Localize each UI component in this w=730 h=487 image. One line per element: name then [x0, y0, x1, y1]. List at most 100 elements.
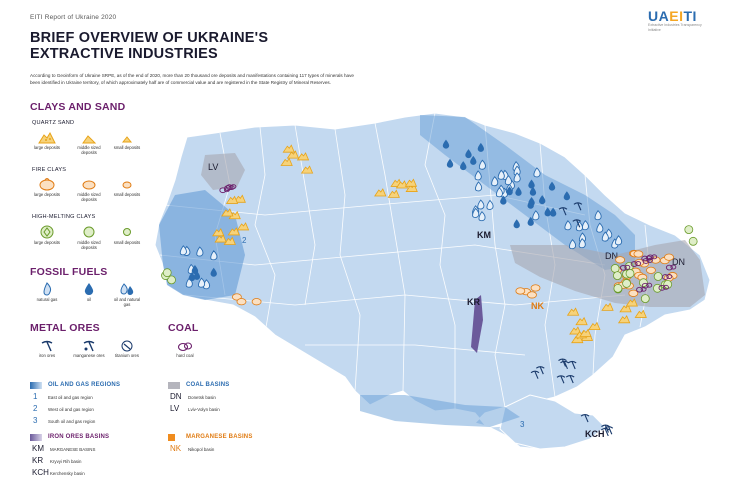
- map-label-dn-east: DN: [672, 257, 685, 267]
- map-label-dn: DN: [605, 251, 618, 261]
- droplet-icon: [506, 186, 513, 196]
- quartz-sand-heading: QUARTZ SAND: [32, 120, 75, 126]
- coal-icon: [619, 264, 631, 271]
- flame-icon: [594, 210, 602, 221]
- quartz-sand-large: large deposits: [30, 130, 64, 150]
- flame-icon: [491, 176, 499, 187]
- droplet-icon: [527, 216, 534, 226]
- flame-icon: [478, 159, 486, 170]
- sand-pile-small-icon: [121, 136, 133, 143]
- pickaxe-icon: [601, 424, 610, 433]
- high-melting-clays-small: small deposits: [110, 224, 144, 245]
- fire-clay-icon: [615, 256, 626, 264]
- fire-clay-icon: [515, 287, 526, 295]
- quartz-sand-middle: middle sized deposits: [72, 130, 106, 155]
- droplet-icon: [513, 219, 520, 229]
- high-melting-clay-icon: [684, 225, 694, 235]
- flame-icon: [596, 222, 604, 233]
- coal-desc-lv: Lviv-Volyn basin: [188, 407, 220, 412]
- coal-icon: [661, 274, 673, 280]
- sand-pile-icon: [212, 227, 225, 237]
- high-melting-clay-icon: [653, 272, 663, 281]
- droplet-icon: [465, 149, 472, 159]
- high-melting-clay-large-icon: [40, 225, 54, 239]
- droplet-icon: [446, 158, 454, 168]
- pickaxe-icon: [567, 360, 577, 370]
- high-melting-clay-icon: [640, 294, 650, 303]
- sand-pile-icon: [233, 194, 246, 203]
- high-melting-clay-icon: [622, 279, 631, 288]
- crimea-territory: [499, 394, 606, 450]
- map-label-kr: KR: [467, 297, 480, 307]
- hard-coal-legend: hard coal: [168, 340, 202, 358]
- flame-icon: [564, 220, 572, 231]
- sand-pile-icon: [227, 227, 240, 236]
- natural-gas-legend: natural gas: [30, 282, 64, 302]
- fire-clay-middle-icon: [82, 180, 96, 190]
- flame-icon: [43, 282, 52, 296]
- titanium-ores-legend: titanium ores: [110, 340, 144, 358]
- flame-icon: [472, 207, 480, 218]
- map-label-km: KM: [477, 230, 491, 240]
- basin-desc-kch: Kerchensky basin: [50, 471, 85, 476]
- flame-icon: [486, 199, 494, 210]
- fire-clays-large: large deposits: [30, 177, 64, 197]
- high-melting-clay-icon: [613, 283, 623, 293]
- sand-pile-icon: [387, 189, 400, 198]
- flame-icon: [478, 211, 486, 222]
- coal-desc-dn: Donetsk basin: [188, 395, 216, 400]
- fire-clay-small-icon: [122, 181, 132, 189]
- droplet-icon: [563, 191, 571, 201]
- map-label-region-3: 3: [520, 420, 525, 429]
- coal-code-lv: LV: [170, 404, 180, 413]
- fire-clay-icon: [646, 266, 656, 274]
- basin-code-km: KM: [32, 444, 44, 453]
- flame-droplet-icon: [120, 283, 134, 295]
- high-melting-clay-icon: [610, 264, 620, 273]
- droplet-icon: [460, 161, 467, 171]
- oil-gas-regions-heading: OIL AND GAS REGIONS: [48, 382, 121, 388]
- quartz-sand-small: small deposits: [110, 130, 144, 150]
- flame-icon: [210, 250, 218, 261]
- ua-eiti-logo: UAEITI Extractive Industries Transparenc…: [648, 8, 702, 32]
- pickaxe-icon: [580, 413, 590, 423]
- oil-natural-gas-legend: oil and natural gas: [110, 282, 144, 307]
- region-desc-2: West oil and gas region: [48, 407, 94, 412]
- sand-pile-icon: [395, 180, 409, 189]
- pickaxe-icon: [565, 374, 575, 384]
- droplet-icon: [528, 196, 535, 206]
- high-melting-clay-icon: [167, 275, 176, 285]
- flame-icon: [513, 172, 521, 183]
- sand-pile-middle-icon: [82, 135, 97, 144]
- flame-icon: [475, 181, 483, 192]
- east-oil-gas-region: [420, 115, 635, 270]
- flame-icon: [198, 277, 206, 288]
- west-oil-gas-region: [159, 190, 245, 300]
- map-label-region-2: 2: [242, 236, 247, 245]
- sand-pile-icon: [588, 321, 601, 331]
- sand-pile-icon: [300, 165, 314, 174]
- fire-clays-small: small deposits: [110, 177, 144, 197]
- sand-pile-icon: [579, 328, 592, 337]
- sand-pile-icon: [374, 188, 387, 197]
- high-melting-clay-icon: [613, 271, 622, 281]
- high-melting-clay-small-icon: [123, 228, 131, 236]
- deposit-symbols: [161, 139, 698, 437]
- fire-clay-icon: [633, 250, 644, 258]
- fire-clay-icon: [527, 291, 537, 299]
- droplet-icon: [548, 181, 556, 191]
- sand-pile-icon: [225, 195, 239, 204]
- high-melting-clays-heading: HIGH-MELTING CLAYS: [32, 214, 96, 220]
- fire-clay-large-icon: [39, 178, 55, 191]
- droplet-icon: [477, 142, 485, 152]
- coal-icon: [630, 261, 642, 267]
- manganese-basins-heading: MARGANESE BASINS: [186, 434, 253, 440]
- pickaxe-icon: [535, 366, 545, 375]
- droplet-icon: [84, 283, 94, 295]
- sand-pile-icon: [617, 314, 631, 324]
- sand-pile-icon: [634, 309, 647, 318]
- flame-icon: [532, 210, 540, 221]
- pickaxe-icon: [600, 427, 610, 437]
- region-desc-3: South oil and gas region: [48, 419, 96, 424]
- sand-pile-icon: [280, 157, 293, 166]
